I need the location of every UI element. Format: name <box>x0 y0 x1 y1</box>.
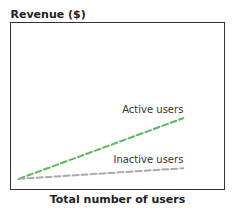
svg-text:Inactive users: Inactive users <box>113 154 183 165</box>
svg-text:Total number of users: Total number of users <box>50 193 186 206</box>
svg-text:Active users: Active users <box>122 104 183 115</box>
svg-text:Revenue ($): Revenue ($) <box>11 8 86 21</box>
